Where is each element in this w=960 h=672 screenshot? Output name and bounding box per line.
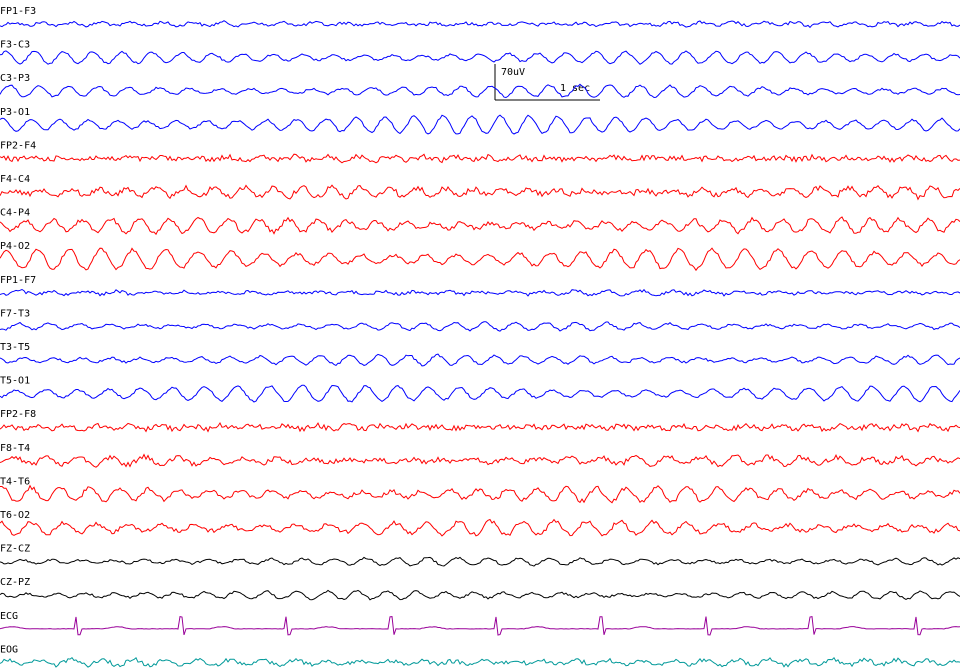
channel: EOG (0, 644, 960, 668)
scale-time: 1 sec (560, 83, 590, 94)
channel-label: FP2-F8 (0, 409, 36, 420)
channel: T4-T6 (0, 476, 960, 504)
channel: T5-O1 (0, 376, 960, 403)
channel: P4-O2 (0, 241, 960, 272)
trace (0, 50, 960, 65)
trace (0, 353, 960, 367)
channel: F8-T4 (0, 443, 960, 468)
channel-label: FP1-F7 (0, 275, 36, 286)
channel-label: C3-P3 (0, 73, 30, 84)
channel-label: F7-T3 (0, 308, 30, 319)
channel-label: P3-O1 (0, 107, 30, 118)
trace (0, 421, 960, 433)
trace (0, 288, 960, 297)
channel-label: ECG (0, 611, 18, 622)
trace (0, 321, 960, 332)
channel: F7-T3 (0, 308, 960, 332)
trace (0, 518, 960, 537)
channel-label: T4-T6 (0, 476, 30, 487)
channel-label: F4-C4 (0, 174, 30, 185)
trace (0, 20, 960, 29)
channel: T6-O2 (0, 510, 960, 537)
channel: FP2-F4 (0, 140, 960, 164)
channel-label: EOG (0, 644, 18, 655)
channel: F4-C4 (0, 174, 960, 201)
trace (0, 484, 960, 504)
trace (0, 616, 960, 636)
channel: T3-T5 (0, 342, 960, 367)
trace (0, 216, 960, 236)
channel: C3-P3 (0, 73, 960, 99)
channel: FP1-F7 (0, 275, 960, 297)
trace (0, 153, 960, 164)
channel-label: CZ-PZ (0, 577, 30, 588)
channel: ECG (0, 611, 960, 636)
trace (0, 184, 960, 201)
trace (0, 453, 960, 468)
channel-label: C4-P4 (0, 208, 30, 219)
channel: FP2-F8 (0, 409, 960, 433)
channel: C4-P4 (0, 208, 960, 236)
scale-bar: 70uV 1 sec (494, 64, 600, 101)
channel: F3-C3 (0, 40, 960, 65)
channel-label: FP1-F3 (0, 6, 36, 17)
channel-label: T3-T5 (0, 342, 30, 353)
trace (0, 83, 960, 99)
trace (0, 589, 960, 601)
channel-label: T5-O1 (0, 376, 30, 387)
channel: FP1-F3 (0, 6, 960, 29)
channel-label: F3-C3 (0, 40, 30, 51)
channel-label: T6-O2 (0, 510, 30, 521)
channel-label: P4-O2 (0, 241, 30, 252)
channel: CZ-PZ (0, 577, 960, 601)
channel-label: FZ-CZ (0, 544, 30, 555)
scale-amplitude: 70uV (501, 67, 525, 78)
trace (0, 556, 960, 567)
trace (0, 384, 960, 403)
trace (0, 247, 960, 272)
channel: P3-O1 (0, 107, 960, 135)
trace (0, 656, 960, 668)
channel-label: FP2-F4 (0, 140, 36, 151)
trace (0, 114, 960, 135)
channel-label: F8-T4 (0, 443, 30, 454)
channel: FZ-CZ (0, 544, 960, 567)
